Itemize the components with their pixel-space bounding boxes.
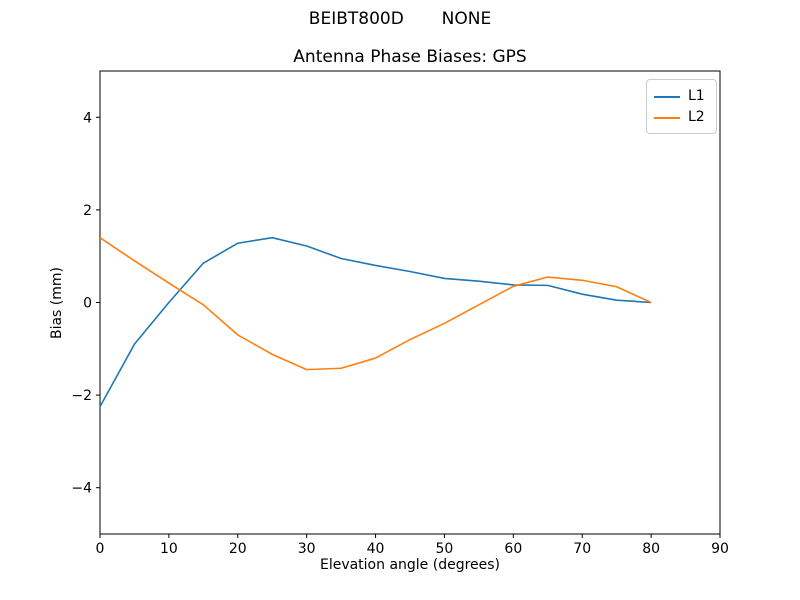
y-tick-label: 4 [83,110,92,126]
y-axis-label: Bias (mm) [49,266,65,340]
x-tick-label: 60 [504,541,522,557]
y-tick-label: 2 [83,203,92,219]
legend-entry-l2: L2 [654,107,716,128]
x-tick-label: 20 [229,541,247,557]
l1-line [99,236,652,408]
legend-entry-l1: L1 [654,86,716,107]
x-tick-label: 40 [367,541,385,557]
x-tick-label: 90 [711,541,729,557]
x-tick-label: 70 [573,541,591,557]
x-axis-label: Elevation angle (degrees) [319,557,501,573]
x-tick-label: 30 [298,541,316,557]
y-tick-label: −4 [71,481,92,497]
x-tick-label: 50 [436,541,454,557]
figure-suptitle: BEIBT800D NONE [308,9,492,29]
l1-line-sample [654,95,680,98]
l2-line [99,237,652,371]
y-tick-label: −2 [71,388,92,404]
legend-label-l2: L2 [688,109,705,125]
y-tick-label: 0 [83,296,92,312]
l2-line-sample [654,116,680,119]
axes-frame [99,70,721,535]
chart-title: Antenna Phase Biases: GPS [293,47,527,67]
legend: L1 L2 [646,79,717,134]
x-tick-label: 0 [96,541,105,557]
legend-label-l1: L1 [688,88,705,104]
x-tick-label: 80 [642,541,660,557]
x-tick-label: 10 [160,541,178,557]
